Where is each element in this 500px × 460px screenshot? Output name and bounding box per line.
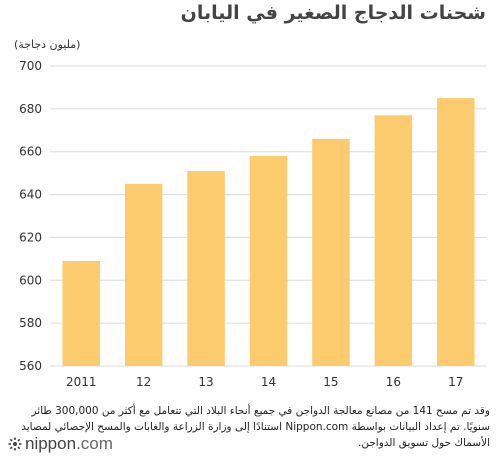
y-tick-label: 700 bbox=[19, 59, 42, 73]
nippon-logo: nippon .com bbox=[8, 434, 113, 454]
x-tick-label: 13 bbox=[198, 375, 213, 389]
nippon-logo-icon bbox=[8, 437, 22, 451]
y-tick-label: 640 bbox=[19, 188, 42, 202]
bar bbox=[374, 115, 413, 367]
bar bbox=[437, 98, 475, 367]
bar bbox=[187, 171, 225, 366]
y-tick-label: 680 bbox=[19, 102, 42, 116]
y-tick-label: 560 bbox=[19, 359, 42, 373]
x-tick-label: 12 bbox=[136, 375, 151, 389]
x-tick-label: 15 bbox=[323, 375, 338, 389]
x-tick-label: 16 bbox=[386, 375, 401, 389]
x-tick-label: 2011 bbox=[66, 375, 97, 389]
logo-brand-text: nippon bbox=[25, 434, 77, 453]
y-tick-label: 580 bbox=[19, 316, 42, 330]
bar bbox=[312, 138, 350, 366]
bar bbox=[124, 183, 163, 366]
y-tick-label: 660 bbox=[19, 145, 42, 159]
y-tick-label: 620 bbox=[19, 230, 42, 244]
chart-title: شحنات الدجاج الصغير في اليابان bbox=[180, 2, 486, 24]
y-axis-unit-label: (مليون دجاجة) bbox=[14, 38, 81, 51]
bar bbox=[249, 156, 288, 366]
logo-suffix-text: .com bbox=[76, 434, 113, 453]
bar-chart: 560 580 600 620 640 660 680 700 2011 12 13 14 15 16 17 bbox=[19, 59, 487, 389]
y-tick-label: 600 bbox=[19, 273, 42, 287]
x-tick-label: 17 bbox=[448, 375, 463, 389]
bar bbox=[62, 261, 100, 366]
footnote: وقد تم مسح 141 من مصانع معالجة الدواجن ف… bbox=[21, 405, 490, 449]
x-tick-label: 14 bbox=[261, 375, 276, 389]
